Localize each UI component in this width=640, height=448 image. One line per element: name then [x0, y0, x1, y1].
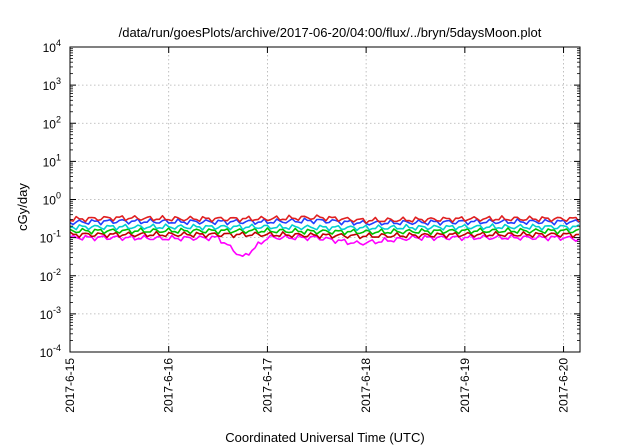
y-tick-label: 104 — [43, 38, 61, 55]
x-tick-label: 2017-6-15 — [63, 358, 77, 413]
x-tick-label: 2017-6-19 — [458, 358, 472, 413]
x-tick-label: 2017-6-18 — [359, 358, 373, 413]
y-tick-label: 101 — [43, 152, 61, 169]
data-line-2 — [69, 227, 580, 236]
data-line-0 — [69, 234, 580, 257]
data-line-3 — [69, 223, 580, 232]
x-tick-label: 2017-6-16 — [162, 358, 176, 413]
y-tick-label: 103 — [43, 76, 61, 93]
grid — [70, 47, 580, 352]
y-tick-label: 100 — [43, 191, 61, 208]
data-line-4 — [69, 217, 580, 226]
chart-title: /data/run/goesPlots/archive/2017-06-20/0… — [119, 25, 542, 40]
y-axis-label: cGy/day — [15, 183, 30, 231]
y-tick-label: 102 — [43, 114, 61, 131]
y-tick-label: 10-2 — [40, 267, 61, 284]
data-line-5 — [69, 214, 580, 224]
y-tick-label: 10-3 — [40, 305, 61, 322]
y-tick-label: 10-4 — [40, 343, 61, 360]
x-axis-label: Coordinated Universal Time (UTC) — [225, 430, 424, 445]
x-axis-ticks: 2017-6-15 2017-6-16 2017-6-17 2017-6-18 2017… — [63, 47, 571, 413]
data-series — [69, 214, 580, 257]
x-tick-label: 2017-6-17 — [260, 358, 274, 413]
y-axis-ticks: 104 103 102 101 100 10-1 10-2 10-3 10-4 — [40, 38, 580, 360]
data-line-1 — [69, 230, 580, 240]
y-tick-label: 10-1 — [40, 229, 61, 246]
x-tick-label: 2017-6-20 — [557, 358, 571, 413]
